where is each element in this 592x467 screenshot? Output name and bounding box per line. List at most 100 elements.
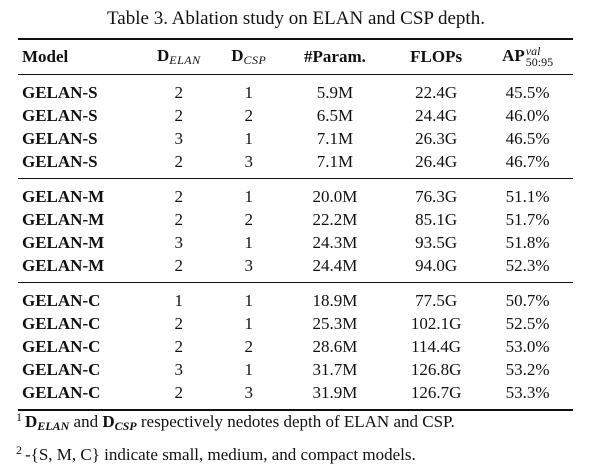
- header-flops-label: FLOPs: [410, 47, 463, 66]
- cell-ap: 46.7%: [505, 151, 550, 171]
- header-d-csp-subscript: CSP: [243, 53, 267, 67]
- cell-d-elan: 2: [174, 151, 184, 171]
- table-footnotes: 1 DELAN and DCSP respectively nedotes dep…: [16, 405, 586, 467]
- header-ap-subscript: 50:95: [525, 55, 554, 70]
- footnote-1-d-elan-subscript: ELAN: [37, 419, 70, 433]
- cell-flops: 26.3G: [415, 128, 458, 148]
- cell-model: GELAN-S: [22, 82, 98, 102]
- cell-ap: 46.0%: [505, 105, 550, 125]
- cell-d-elan: 2: [174, 336, 184, 356]
- table-row: GELAN-C 3 1 31.7M 126.8G 53.2%: [18, 358, 573, 381]
- cell-model: GELAN-M: [18, 178, 140, 208]
- table-row: GELAN-S 3 1 7.1M 26.3G 46.5%: [18, 127, 573, 150]
- header-d-elan: DELAN: [140, 39, 218, 75]
- cell-model: GELAN-S: [22, 151, 98, 171]
- table-row: GELAN-C 2 1 25.3M 102.1G 52.5%: [18, 312, 573, 335]
- cell-model: GELAN-C: [22, 336, 101, 356]
- cell-d-elan: 2: [140, 381, 218, 411]
- table-row: GELAN-S 2 2 6.5M 24.4G 46.0%: [18, 104, 573, 127]
- cell-ap: 53.0%: [505, 336, 550, 356]
- table-row: GELAN-S 2 1 5.9M 22.4G 45.5%: [18, 75, 573, 105]
- header-params: #Param.: [279, 39, 390, 75]
- ablation-table-container: Model DELAN DCSP #Param. FLOPs AP val 50:9…: [18, 38, 573, 411]
- cell-d-csp: 2: [244, 336, 254, 356]
- cell-params: 31.7M: [312, 359, 358, 379]
- cell-flops: 85.1G: [415, 209, 458, 229]
- cell-ap: 53.2%: [505, 359, 550, 379]
- cell-d-csp: 1: [217, 282, 280, 312]
- table-row: GELAN-M 3 1 24.3M 93.5G 51.8%: [18, 231, 573, 254]
- cell-params: 31.9M: [279, 381, 390, 411]
- cell-d-csp: 1: [244, 313, 254, 333]
- table-row: GELAN-M 2 3 24.4M 94.0G 52.3%: [18, 254, 573, 283]
- header-ap: AP val 50:95: [482, 39, 573, 75]
- cell-d-elan: 2: [174, 209, 184, 229]
- cell-d-elan: 3: [174, 359, 184, 379]
- cell-params: 28.6M: [312, 336, 358, 356]
- cell-d-elan: 3: [174, 232, 184, 252]
- cell-ap: 52.5%: [505, 313, 550, 333]
- cell-params: 24.3M: [312, 232, 358, 252]
- cell-d-csp: 3: [217, 381, 280, 411]
- cell-ap: 51.7%: [505, 209, 550, 229]
- cell-d-elan: 2: [174, 313, 184, 333]
- cell-flops: 102.1G: [410, 313, 462, 333]
- cell-flops: 77.5G: [389, 282, 483, 312]
- footnote-1-d-elan: DELAN: [25, 412, 70, 433]
- table-group: GELAN-S 2 1 5.9M 22.4G 45.5% GELAN-S 2 2 6.5M 24.4…: [18, 75, 573, 179]
- footnote-1-d-csp-base: D: [102, 412, 115, 431]
- cell-flops: 93.5G: [415, 232, 458, 252]
- footnote-1-text: respectively nedotes depth of ELAN and C…: [140, 412, 455, 431]
- cell-model: GELAN-S: [22, 128, 98, 148]
- header-d-elan-base: D: [156, 46, 170, 65]
- cell-d-csp: 1: [217, 178, 280, 208]
- cell-model: GELAN-M: [22, 255, 105, 275]
- header-ap-superscript: val: [525, 44, 541, 59]
- header-d-csp: DCSP: [217, 39, 280, 75]
- cell-flops: 76.3G: [389, 178, 483, 208]
- header-d-csp-base: D: [231, 46, 244, 65]
- footnote-1-marker: 1: [16, 410, 22, 424]
- cell-params: 24.4M: [312, 255, 358, 275]
- footnote-2: 2 -{S, M, C} indicate small, medium, and …: [16, 438, 586, 467]
- footnote-1-d-csp-subscript: CSP: [114, 419, 137, 433]
- cell-flops: 94.0G: [415, 255, 458, 275]
- header-row: Model DELAN DCSP #Param. FLOPs AP val 50:9…: [18, 39, 573, 75]
- table-group: GELAN-C 1 1 18.9M 77.5G 50.7% GELAN-C 2 1 25.3M 10…: [18, 282, 573, 411]
- cell-params: 5.9M: [316, 82, 354, 102]
- cell-params: 22.2M: [312, 209, 358, 229]
- cell-d-csp: 3: [244, 151, 254, 171]
- cell-params: 7.1M: [316, 128, 354, 148]
- footnote-1-d-elan-base: D: [25, 412, 38, 431]
- footnote-2-marker: 2: [16, 443, 22, 457]
- cell-ap: 50.7%: [482, 282, 573, 312]
- footnote-1: 1 DELAN and DCSP respectively nedotes dep…: [16, 405, 586, 438]
- table-row: GELAN-M 2 2 22.2M 85.1G 51.7%: [18, 208, 573, 231]
- cell-params: 20.0M: [279, 178, 390, 208]
- table-row: GELAN-C 1 1 18.9M 77.5G 50.7%: [18, 282, 573, 312]
- footnote-1-and: and: [73, 412, 99, 431]
- cell-d-csp: 1: [244, 82, 254, 102]
- cell-d-elan: 2: [140, 178, 218, 208]
- cell-model: GELAN-C: [18, 381, 140, 411]
- header-model: Model: [18, 39, 140, 75]
- cell-flops: 24.4G: [415, 105, 458, 125]
- table-row: GELAN-S 2 3 7.1M 26.4G 46.7%: [18, 150, 573, 179]
- cell-params: 18.9M: [279, 282, 390, 312]
- cell-params: 7.1M: [316, 151, 354, 171]
- cell-params: 25.3M: [312, 313, 358, 333]
- cell-model: GELAN-C: [22, 313, 101, 333]
- cell-model: GELAN-M: [22, 232, 105, 252]
- cell-d-csp: 2: [244, 209, 254, 229]
- cell-ap: 51.1%: [482, 178, 573, 208]
- cell-d-elan: 1: [140, 282, 218, 312]
- cell-d-csp: 1: [244, 359, 254, 379]
- cell-d-elan: 2: [174, 82, 184, 102]
- cell-model: GELAN-M: [22, 209, 105, 229]
- ablation-table: Model DELAN DCSP #Param. FLOPs AP val 50:9…: [18, 38, 573, 411]
- table-group: GELAN-M 2 1 20.0M 76.3G 51.1% GELAN-M 2 2 22.2M 85…: [18, 178, 573, 283]
- cell-flops: 114.4G: [411, 336, 462, 356]
- header-model-label: Model: [22, 47, 69, 66]
- table-caption: Table 3. Ablation study on ELAN and CSP …: [107, 8, 485, 29]
- cell-params: 6.5M: [316, 105, 354, 125]
